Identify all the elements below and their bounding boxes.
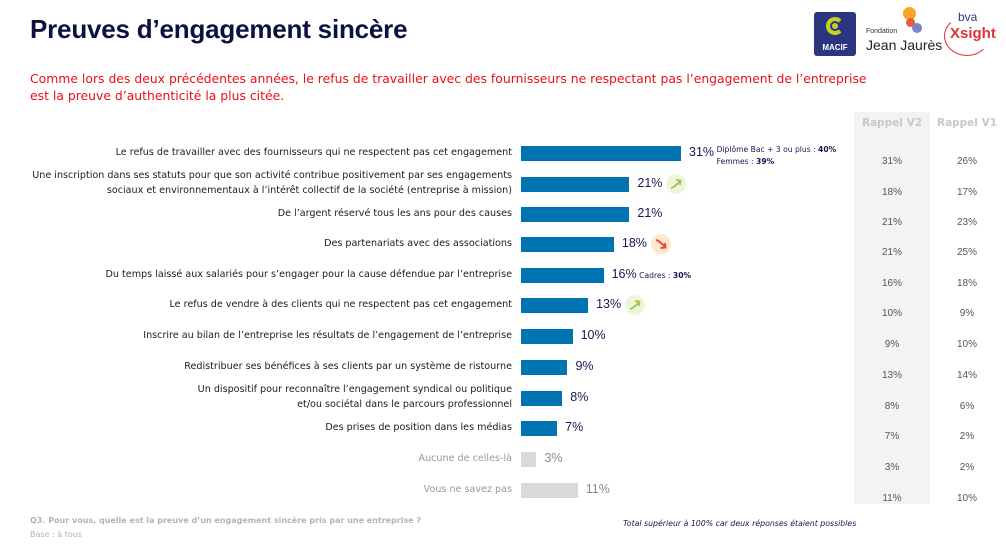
rappel-v2-value: 9% [884,339,900,350]
annotation-value: 39% [756,157,775,166]
rappel-v2-value: 31% [881,156,902,167]
bar-value-label: 21% [637,176,663,190]
rappel-v2-value: 18% [881,187,902,198]
rappel-v1-value: 23% [956,217,977,228]
category-label: Redistribuer ses bénéfices à ses clients… [184,360,512,372]
rappel-v2-header: Rappel V2 [861,117,922,129]
category-label: De l’argent réservé tous les ans pour de… [277,207,512,219]
jj-logo-top: Fondation [866,28,898,35]
rappel-v1-value: 2% [959,462,975,473]
rappel-v2-value: 21% [881,247,902,258]
partner-logos: MACIF Fondation Jean Jaurès bva Xsight [808,6,998,58]
rappel-v1-value: 26% [956,156,977,167]
bar [521,452,537,467]
bar-value-label: 13% [596,297,622,311]
category-label: Un dispositif pour reconnaître l’engagem… [197,384,512,410]
rappel-v1-value: 10% [956,339,977,350]
macif-dot-icon [832,23,838,29]
annotation-line: Diplôme Bac + 3 ou plus : 40% [717,144,837,156]
bar-value-label: 10% [580,328,606,342]
trend-up-icon [624,295,645,315]
bar-value-label: 11% [585,482,610,496]
category-label: Aucune de celles-là [418,452,513,464]
bva-xsight-logo: bva Xsight [944,8,998,58]
annotation-line: Cadres : 30% [639,270,691,282]
bar [521,483,578,498]
bar-value-label: 3% [544,451,563,465]
rappel-v1-header: Rappel V1 [936,117,997,129]
category-label: Le refus de travailler avec des fourniss… [115,146,512,158]
bva-logo-name: Xsight [950,25,996,42]
rappel-v2-value: 7% [884,431,900,442]
rappel-v1-value: 9% [959,308,975,319]
annotation-group: Diplôme Bac + 3 ou plus : [716,145,819,154]
rappel-v2-value: 21% [881,217,902,228]
category-label: Vous ne savez pas [423,483,512,495]
rappel-v2-column-bg [854,112,930,504]
jj-circle-red-icon [906,18,915,27]
bar-value-label: 7% [565,420,584,434]
rappel-v2-value: 3% [884,462,900,473]
rappel-v1-value: 10% [956,493,977,504]
bar [521,391,563,406]
annotation-group: Femmes : [716,157,757,166]
page-title: Preuves d’engagement sincère [30,14,408,44]
rappel-v1-value: 18% [956,278,977,289]
rappel-v2-value: 10% [881,308,902,319]
category-label: Des prises de position dans les médias [325,421,512,433]
annotation-value: 30% [672,271,692,280]
rappel-v1-value: 14% [956,370,977,381]
rappel-v1-value: 25% [956,247,977,258]
bar-value-label: 18% [621,236,647,250]
macif-logo-text: MACIF [822,43,848,52]
annotation-line: Femmes : 39% [717,156,837,168]
macif-logo: MACIF [814,12,856,56]
rappel-v2-value: 8% [884,401,900,412]
bar-value-label: 9% [575,359,594,373]
bar-value-label: 31% [689,145,715,159]
bar-value-label: 16% [611,267,637,281]
category-label: Le refus de vendre à des clients qui ne … [169,298,512,310]
category-label: Des partenariats avec des associations [324,237,512,249]
bar [521,146,681,161]
bar [521,421,558,436]
category-label: Du temps laissé aux salariés pour s’enga… [105,268,512,280]
bar [521,177,630,192]
bar [521,360,568,375]
annotation-value: 40% [818,145,837,154]
bar [521,268,604,283]
jj-logo-name: Jean Jaurès [866,37,943,53]
trend-down-icon [650,234,671,254]
bar [521,329,573,344]
subgroup-annotation: Diplôme Bac + 3 ou plus : 40% Femmes : 39… [717,144,837,168]
bar [521,298,589,313]
trend-up-icon [665,174,686,194]
jj-circle-orange-icon [903,7,916,20]
footer-total-note: Total supérieur à 100% car deux réponses… [623,519,857,528]
rappel-v1-value: 6% [959,401,975,412]
bva-logo-top: bva [958,10,978,24]
rappel-v1-value: 17% [956,187,977,198]
rappel-v2-value: 11% [882,493,902,504]
bar-value-label: 8% [570,390,589,404]
footer-base: Base : à tous [30,530,82,539]
category-label: Une inscription dans ses statuts pour qu… [32,170,512,196]
bar-value-label: 21% [637,206,663,220]
annotation-group: Cadres : [639,271,673,280]
bva-arc-icon [944,16,990,56]
bar [521,207,630,222]
bar [521,237,614,252]
key-insight: Comme lors des deux précédentes années, … [30,71,867,103]
rappel-v1-value: 2% [959,431,975,442]
jean-jaures-logo: Fondation Jean Jaurès [866,6,943,58]
subgroup-annotation: Cadres : 30% [639,270,691,282]
rappel-v2-value: 13% [881,370,902,381]
macif-ring-icon [826,17,844,35]
footer-question: Q3. Pour vous, quelle est la preuve d’un… [30,516,422,525]
category-label: Inscrire au bilan de l’entreprise les ré… [143,329,512,341]
jj-circle-blue-icon [912,23,922,33]
rappel-v2-value: 16% [881,278,902,289]
